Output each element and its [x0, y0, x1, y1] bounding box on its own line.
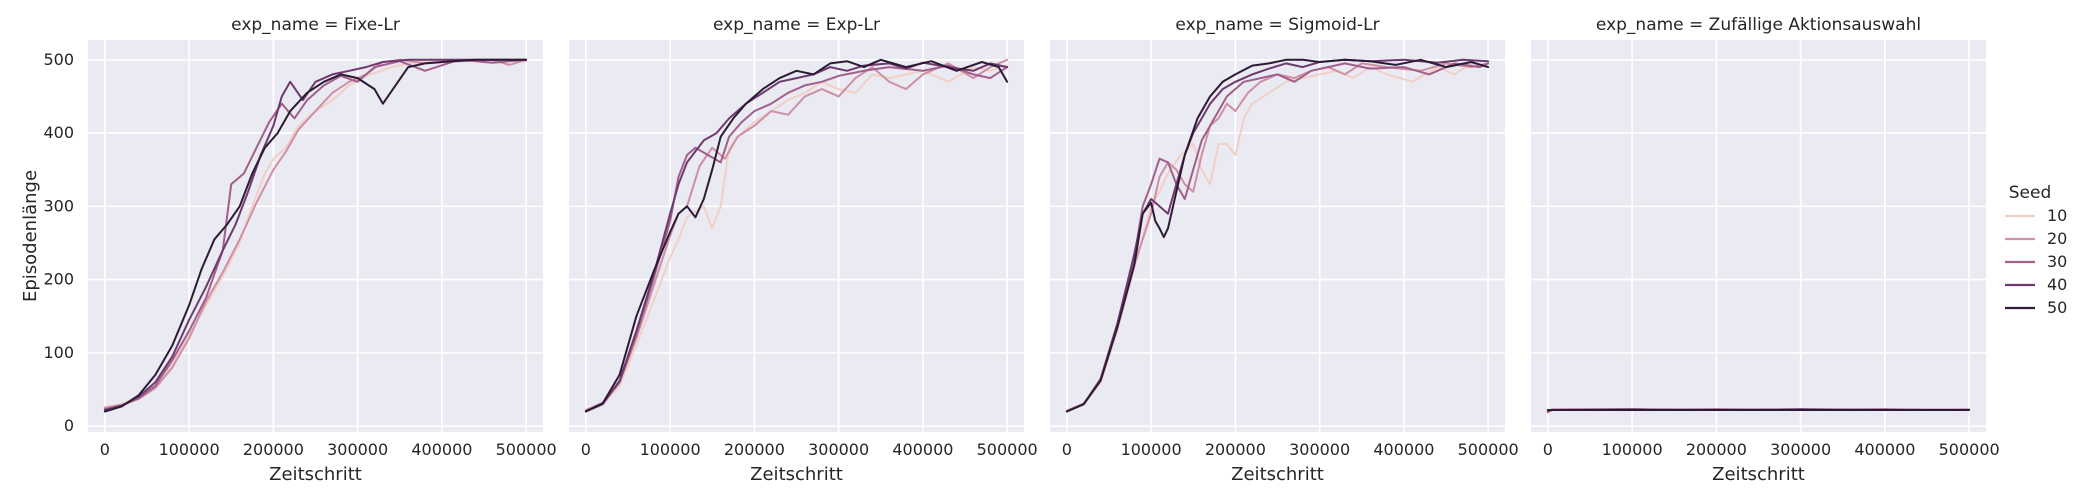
- x-axis-label: Zeitschritt: [750, 464, 843, 485]
- x-tick-label: 200000: [1205, 440, 1266, 459]
- panel-background: [1050, 40, 1505, 432]
- x-tick-label: 300000: [327, 440, 388, 459]
- x-tick-label: 300000: [1770, 440, 1831, 459]
- x-tick-label: 0: [100, 440, 110, 459]
- x-tick-label: 500000: [1458, 440, 1519, 459]
- panel-background: [1531, 40, 1986, 432]
- x-tick-label: 200000: [724, 440, 785, 459]
- panel-background: [88, 40, 543, 432]
- series-line-seed-50: [584, 58, 1009, 413]
- legend-title: Seed: [2009, 183, 2052, 203]
- panel-background: [569, 40, 1024, 432]
- panel-title: exp_name = Sigmoid-Lr: [1175, 15, 1379, 35]
- x-tick-label: 0: [1543, 440, 1553, 459]
- panel-title: exp_name = Zufällige Aktionsauswahl: [1596, 15, 1921, 35]
- x-tick-label: 400000: [411, 440, 472, 459]
- x-tick-label: 100000: [1121, 440, 1182, 459]
- x-axis-label: Zeitschritt: [1231, 464, 1324, 485]
- y-tick-label: 300: [43, 196, 74, 215]
- panel-title: exp_name = Fixe-Lr: [231, 15, 400, 35]
- series-line-seed-20: [1065, 62, 1490, 412]
- series-line-seed-30: [584, 64, 1009, 412]
- series-line-seed-10: [1065, 62, 1490, 413]
- x-tick-label: 100000: [1602, 440, 1663, 459]
- series-line-seed-10: [584, 64, 1009, 411]
- series-line-seed-50: [1065, 58, 1490, 413]
- x-axis-label: Zeitschritt: [1712, 464, 1805, 485]
- x-tick-label: 200000: [1686, 440, 1747, 459]
- legend-label-seed-10: 10: [2047, 206, 2067, 225]
- x-tick-label: 500000: [496, 440, 557, 459]
- series-line-seed-40: [103, 58, 528, 411]
- y-tick-label: 0: [64, 416, 74, 435]
- panel-title: exp_name = Exp-Lr: [713, 15, 880, 35]
- series-line-seed-50: [103, 58, 528, 413]
- legend-label-seed-50: 50: [2047, 298, 2067, 317]
- x-tick-label: 400000: [1373, 440, 1434, 459]
- x-tick-label: 500000: [977, 440, 1038, 459]
- x-tick-label: 400000: [1854, 440, 1915, 459]
- series-line-seed-20: [584, 58, 1009, 411]
- series-line-seed-30: [103, 58, 528, 411]
- y-tick-label: 200: [43, 270, 74, 289]
- legend-label-seed-20: 20: [2047, 229, 2067, 248]
- legend-label-seed-40: 40: [2047, 275, 2067, 294]
- x-tick-label: 0: [581, 440, 591, 459]
- x-tick-label: 200000: [243, 440, 304, 459]
- y-axis-label: Episodenlänge: [20, 170, 41, 302]
- x-tick-label: 100000: [640, 440, 701, 459]
- x-tick-label: 400000: [892, 440, 953, 459]
- y-tick-label: 400: [43, 123, 74, 142]
- legend-label-seed-30: 30: [2047, 252, 2067, 271]
- x-tick-label: 300000: [1289, 440, 1350, 459]
- x-axis-label: Zeitschritt: [269, 464, 362, 485]
- x-tick-label: 500000: [1939, 440, 2000, 459]
- y-tick-label: 100: [43, 343, 74, 362]
- x-tick-label: 100000: [159, 440, 220, 459]
- y-tick-label: 500: [43, 50, 74, 69]
- x-tick-label: 0: [1062, 440, 1072, 459]
- x-tick-label: 300000: [808, 440, 869, 459]
